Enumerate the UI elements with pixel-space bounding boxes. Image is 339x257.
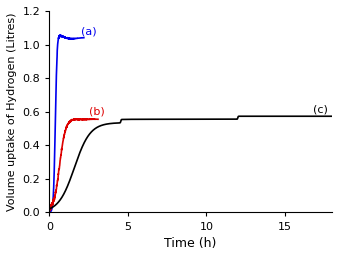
X-axis label: Time (h): Time (h) [164,237,217,250]
Y-axis label: Volume uptake of Hydrogen (Litres): Volume uptake of Hydrogen (Litres) [7,12,17,211]
Text: (b): (b) [89,106,105,116]
Text: (a): (a) [81,26,97,36]
Text: (c): (c) [313,105,328,115]
